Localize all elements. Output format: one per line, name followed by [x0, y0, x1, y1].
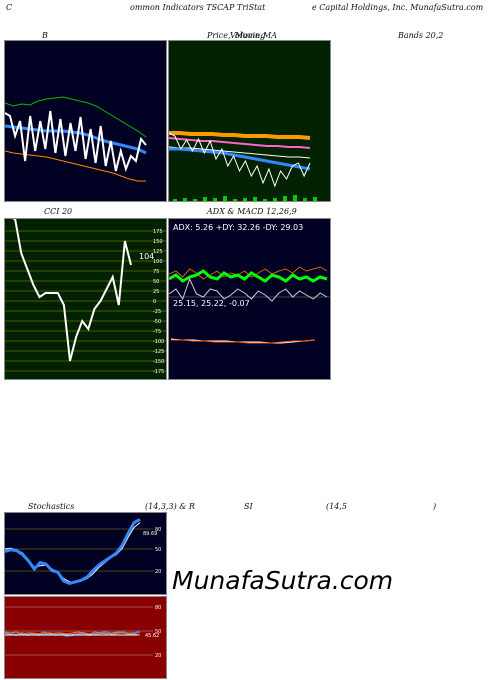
- cci-tick-label: 0: [153, 299, 156, 305]
- stoch-title-b: (14,3,3) & R: [145, 502, 195, 511]
- stochastics-panel: 80 50 20 89.69: [4, 512, 167, 595]
- ma-line-pink: [169, 137, 311, 149]
- rsi-tick-label: 80: [155, 605, 161, 611]
- cci-title: CCI 20: [44, 207, 73, 216]
- cci-tick-label: -125: [153, 349, 164, 355]
- cci-tick-label: -75: [153, 329, 161, 335]
- stoch-title-a: Stochastics: [28, 502, 75, 511]
- stoch-last-value: 89.69: [143, 531, 157, 537]
- volume-bar: [253, 197, 257, 201]
- volume-bar: [183, 198, 187, 201]
- cci-tick-label: -175: [153, 369, 164, 375]
- cci-tick-label: -100: [153, 339, 164, 345]
- volume-bar: [173, 199, 177, 201]
- volume-bar: [243, 198, 247, 201]
- price-ma-title-a: Price,: [207, 31, 231, 40]
- cci-tick-label: 100: [153, 259, 163, 265]
- cci-tick-label: -25: [153, 309, 161, 315]
- rsi-signal-line: [5, 631, 141, 636]
- macd-readout: 25.15, 25.22, -0.07: [173, 299, 250, 308]
- cci-tick-label: -50: [153, 319, 161, 325]
- watermark: MunafaSutra.com: [172, 566, 394, 595]
- header-right: e Capital Holdings, Inc. MunafaSutra.com: [312, 3, 484, 12]
- cci-tick-label: -150: [153, 359, 164, 365]
- volume-bar: [283, 196, 287, 201]
- cci-last-value: 104: [139, 252, 154, 261]
- header-center: ommon Indicators TSCAP TriStat: [130, 3, 266, 12]
- plus-di-line: [169, 269, 328, 283]
- bollinger-price-line: [5, 110, 147, 173]
- rsi-chart: 80 50 20 45.62: [5, 605, 161, 659]
- volume-bar: [203, 197, 207, 201]
- volume-bar: [193, 199, 197, 201]
- price-ma-chart: [169, 131, 317, 201]
- volume-bar: [273, 198, 277, 201]
- cci-panel: 175 150 125 100 75 50 25 0 -25 -50 -75 -100 -125 -150…: [4, 218, 167, 380]
- rsi-panel: 80 50 20 45.62: [4, 596, 167, 679]
- rsi-tick-label: 20: [155, 653, 161, 659]
- header-left: C: [6, 3, 13, 12]
- minus-di-line: [169, 277, 328, 302]
- volume-bar: [313, 197, 317, 201]
- ma-line-white: [169, 146, 311, 159]
- stoch-k-line: [5, 518, 141, 585]
- stoch-title-d: (14,5: [326, 502, 347, 511]
- bands-title: Bands 20,2: [398, 31, 444, 40]
- adx-macd-chart: [169, 266, 330, 344]
- stoch-title-e: ): [433, 502, 437, 511]
- ma-line-orange: [169, 131, 311, 140]
- volume-bar: [303, 198, 307, 201]
- bollinger-title: B: [42, 31, 48, 40]
- volume-bar: [233, 199, 237, 201]
- bollinger-upper-band: [5, 96, 147, 138]
- stoch-tick-label: 80: [155, 527, 161, 533]
- macd-signal-line: [171, 339, 316, 344]
- cci-tick-label: 25: [153, 289, 159, 295]
- cci-tick-label: 125: [153, 249, 163, 255]
- price-ma-title-b: Volume,: [230, 31, 263, 40]
- bollinger-chart: [5, 96, 147, 182]
- stoch-tick-label: 50: [155, 547, 161, 553]
- price-ma-panel: [168, 40, 331, 202]
- bollinger-panel: [4, 40, 167, 202]
- cci-tick-label: 75: [153, 269, 159, 275]
- bollinger-lower-band: [5, 150, 146, 182]
- volume-bar: [223, 196, 227, 201]
- rsi-tick-label: 50: [155, 629, 161, 635]
- price-line: [169, 132, 311, 188]
- rsi-last-value: 45.62: [145, 633, 159, 639]
- volume-bar: [263, 199, 267, 201]
- stochastics-chart: 80 50 20 89.69: [5, 518, 161, 585]
- cci-tick-label: 175: [153, 229, 163, 235]
- volume-bar: [213, 198, 217, 201]
- cci-tick-label: 150: [153, 239, 163, 245]
- cci-tick-label: 50: [153, 279, 159, 285]
- price-ma-title-d: MA: [263, 31, 277, 40]
- adx-readout: ADX: 5.26 +DY: 32.26 -DY: 29.03: [173, 223, 304, 232]
- adx-macd-title: ADX & MACD 12,26,9: [207, 207, 297, 216]
- cci-chart: 175 150 125 100 75 50 25 0 -25 -50 -75 -100 -125 -150…: [5, 219, 166, 375]
- stoch-tick-label: 20: [155, 569, 161, 575]
- cci-line: [11, 219, 132, 362]
- volume-bar: [293, 195, 297, 201]
- stoch-title-c: SI: [244, 502, 253, 511]
- price-ma-title-c: Moving: [235, 31, 266, 40]
- stoch-signal-line: [5, 522, 141, 584]
- adx-macd-panel: ADX: 5.26 +DY: 32.26 -DY: 29.03 25.15, 2…: [168, 218, 331, 380]
